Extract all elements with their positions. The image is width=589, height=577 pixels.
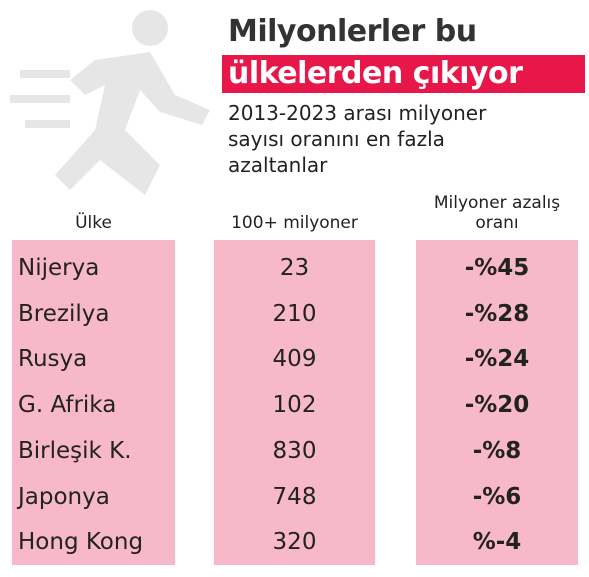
column-header: 100+ milyoner bbox=[231, 213, 358, 233]
column-header: Milyoner azalış oranı bbox=[433, 193, 561, 233]
table-cell: 102 bbox=[272, 392, 317, 419]
column-band bbox=[416, 240, 578, 565]
table-cell: Japonya bbox=[18, 483, 110, 510]
column-header: Ülke bbox=[75, 213, 112, 233]
column-band bbox=[214, 240, 375, 565]
table-cell: -%20 bbox=[464, 392, 530, 419]
column-band bbox=[12, 240, 175, 565]
table-cell: 409 bbox=[272, 346, 317, 373]
table-cell: 320 bbox=[272, 529, 317, 556]
table-cell: 23 bbox=[279, 255, 310, 281]
table-cell: 210 bbox=[272, 300, 317, 327]
title-highlight: ülkelerden çıkıyor bbox=[222, 55, 585, 93]
table-cell: 748 bbox=[272, 483, 317, 510]
table-cell: Hong Kong bbox=[18, 529, 144, 556]
table-cell: -%28 bbox=[464, 300, 530, 327]
title: Milyonlerler bu bbox=[228, 14, 477, 49]
table-cell: Nijerya bbox=[18, 255, 100, 281]
table-cell: -%45 bbox=[464, 255, 530, 281]
table-cell: Brezilya bbox=[18, 300, 110, 327]
table-cell: -%6 bbox=[472, 483, 522, 510]
table-cell: Birleşik K. bbox=[18, 437, 132, 464]
table-cell: -%8 bbox=[472, 437, 522, 464]
subtitle: 2013-2023 arası milyoner sayısı oranını … bbox=[228, 101, 487, 177]
table-cell: %-4 bbox=[472, 529, 522, 556]
table-cell: 830 bbox=[272, 437, 317, 464]
table-cell: Rusya bbox=[18, 346, 88, 373]
table-cell: G. Afrika bbox=[18, 392, 117, 419]
runner-icon bbox=[10, 10, 210, 195]
table-cell: -%24 bbox=[464, 346, 530, 373]
